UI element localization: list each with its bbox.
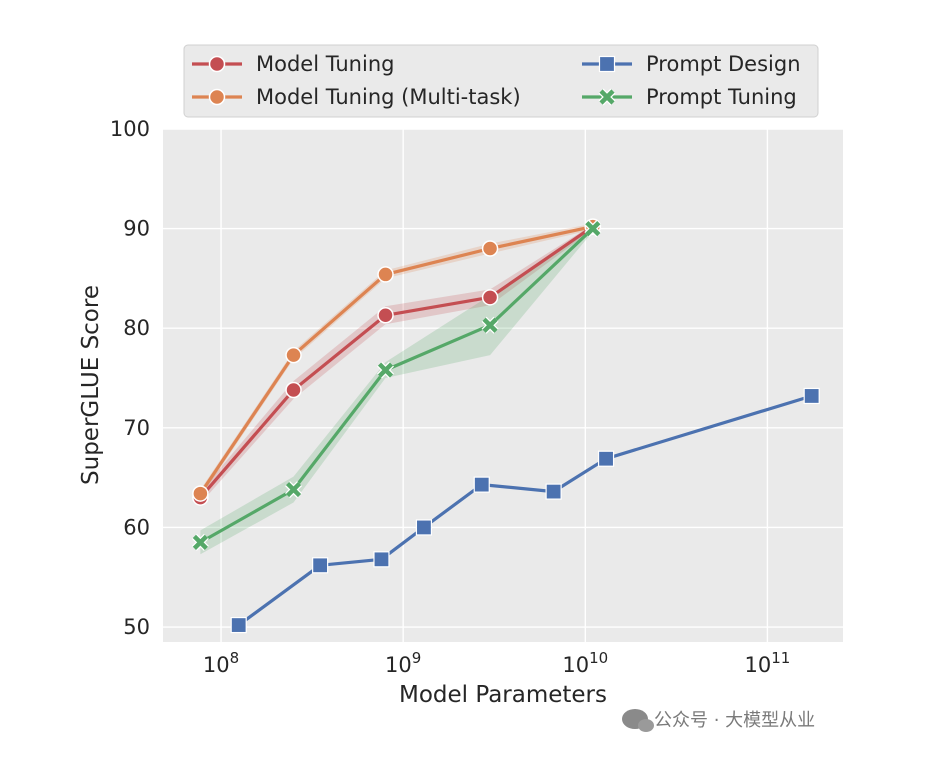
- legend-label: Prompt Tuning: [646, 85, 797, 109]
- legend-label: Prompt Design: [646, 52, 801, 76]
- prompt-design-line: [237, 394, 813, 627]
- model-tuning-point: [285, 381, 302, 399]
- prompt-design-point: [803, 387, 820, 405]
- x-tick-label: 1011: [745, 649, 791, 677]
- prompt-tuning-point: [481, 316, 499, 334]
- prompt-tuning-point-stroke: [482, 317, 498, 333]
- legend-entry-model-tuning-multi-task: Model Tuning (Multi-task): [192, 85, 521, 109]
- legend-swatch-marker: [598, 88, 616, 106]
- prompt-tuning-point: [584, 220, 602, 238]
- legend-label: Model Tuning (Multi-task): [256, 85, 521, 109]
- wechat-icon: [622, 709, 654, 732]
- prompt-design-point: [415, 519, 433, 536]
- model-tuning-multi-task-point: [481, 240, 499, 257]
- grid: [163, 128, 843, 642]
- y-tick-label: 100: [110, 117, 150, 141]
- prompt-tuning-point-stroke: [585, 221, 601, 237]
- legend-frame: [183, 44, 819, 118]
- x-tick-label: 109: [385, 649, 421, 677]
- model-tuning-multi-task-point: [377, 266, 394, 283]
- legend-swatch-marker: [208, 55, 226, 73]
- x-tick-label: 1010: [562, 649, 608, 677]
- series-markers: [191, 218, 820, 634]
- y-tick-label: 60: [123, 515, 150, 539]
- prompt-design-point: [545, 483, 562, 500]
- legend-entry-prompt-design: Prompt Design: [582, 52, 801, 76]
- prompt-design-point: [597, 450, 615, 467]
- x-axis-title: Model Parameters: [399, 682, 607, 708]
- model-tuning-multi-task-point: [285, 346, 302, 364]
- watermark-text: 公众号 · 大模型从业: [654, 710, 816, 731]
- y-tick-label: 70: [123, 416, 150, 440]
- prompt-design-point: [312, 557, 329, 574]
- y-axis-title: SuperGLUE Score: [78, 285, 104, 485]
- legend-entry-prompt-tuning: Prompt Tuning: [582, 85, 797, 109]
- prompt-design-point: [373, 551, 390, 568]
- prompt-design-point: [230, 616, 247, 634]
- model-tuning-point: [377, 307, 394, 324]
- y-tick-label: 80: [123, 316, 150, 340]
- prompt-tuning-point-stroke: [285, 482, 302, 498]
- x-tick-label: 108: [203, 649, 239, 677]
- legend: Model Tuning Model Tuning (Multi-task) Pro…: [183, 44, 819, 118]
- prompt-tuning-point-stroke: [192, 534, 208, 550]
- legend-swatch-marker-stroke: [599, 89, 615, 105]
- prompt-tuning-point: [285, 481, 303, 499]
- plot-background: [163, 129, 843, 642]
- legend-swatch-marker: [598, 55, 616, 73]
- x-ticks: 108 109 1010 1011: [203, 649, 790, 677]
- watermark: 公众号 · 大模型从业: [622, 706, 815, 732]
- legend-swatch-marker: [208, 88, 226, 106]
- prompt-tuning-point: [377, 361, 395, 379]
- model-tuning-point: [481, 289, 499, 306]
- prompt-design-point: [473, 476, 490, 493]
- prompt-tuning-band: [200, 225, 593, 555]
- y-tick-label: 50: [123, 615, 150, 639]
- legend-entry-model-tuning: Model Tuning: [192, 52, 394, 76]
- model-tuning-multi-task-point: [192, 485, 209, 502]
- prompt-tuning-point-stroke: [377, 362, 394, 378]
- y-ticks: 50 60 70 80 90 100: [110, 117, 150, 639]
- y-tick-label: 90: [123, 217, 150, 241]
- legend-label: Model Tuning: [256, 52, 394, 76]
- prompt-tuning-point: [191, 533, 209, 551]
